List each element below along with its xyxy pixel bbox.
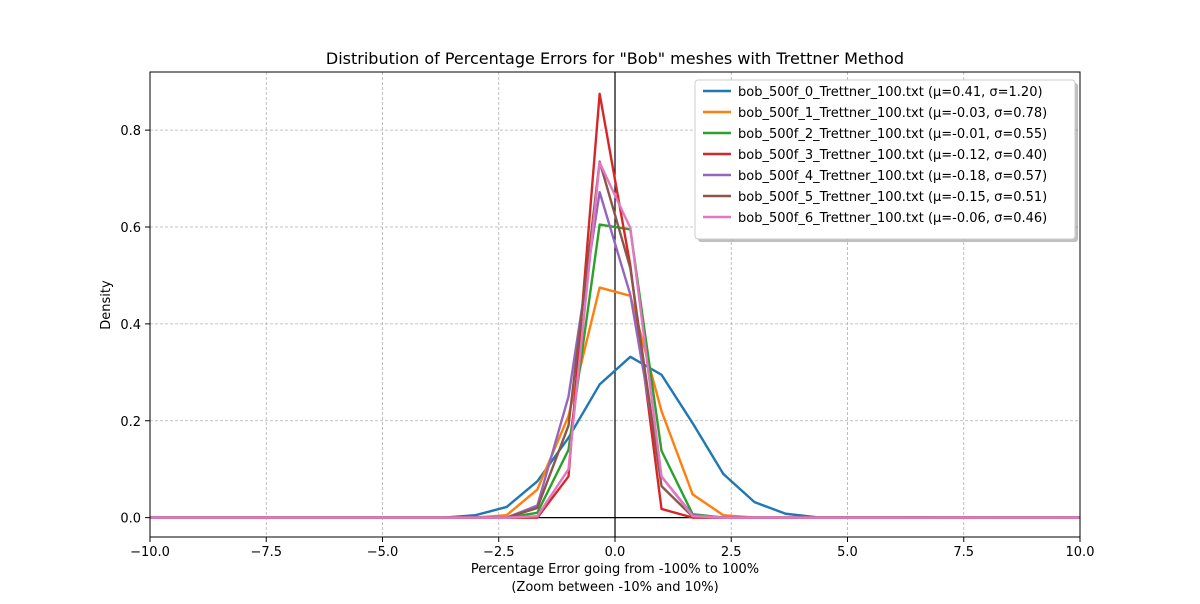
x-tick-label: 10.0 xyxy=(1066,545,1095,560)
x-axis-ticks: −10.0 −7.5 −5.0 −2.5 0.0 2.5 5.0 7.5 10.0 xyxy=(130,537,1094,560)
legend: bob_500f_0_Trettner_100.txt (μ=0.41, σ=1… xyxy=(694,79,1078,242)
y-tick-label: 0.4 xyxy=(120,318,141,333)
x-tick-label: 2.5 xyxy=(721,545,742,560)
x-tick-label: −5.0 xyxy=(367,545,399,560)
x-tick-label: 5.0 xyxy=(837,545,858,560)
legend-label-0: bob_500f_0_Trettner_100.txt (μ=0.41, σ=1… xyxy=(738,85,1043,100)
y-tick-label: 0.8 xyxy=(120,124,141,139)
legend-label-3: bob_500f_3_Trettner_100.txt (μ=-0.12, σ=… xyxy=(738,148,1047,163)
chart-title: Distribution of Percentage Errors for "B… xyxy=(326,49,904,68)
legend-label-6: bob_500f_6_Trettner_100.txt (μ=-0.06, σ=… xyxy=(738,211,1047,226)
series-line-6 xyxy=(150,161,1080,519)
legend-label-4: bob_500f_4_Trettner_100.txt (μ=-0.18, σ=… xyxy=(738,169,1047,184)
x-tick-label: −10.0 xyxy=(130,545,170,560)
legend-box xyxy=(694,79,1076,240)
y-tick-label: 0.0 xyxy=(120,512,141,527)
x-axis-label-line2: (Zoom between -10% and 10%) xyxy=(511,580,718,595)
y-tick-label: 0.2 xyxy=(120,415,141,430)
y-axis-ticks: 0.0 0.2 0.4 0.6 0.8 xyxy=(120,124,150,527)
legend-label-5: bob_500f_5_Trettner_100.txt (μ=-0.15, σ=… xyxy=(738,190,1047,205)
x-tick-label: −7.5 xyxy=(250,545,282,560)
series-lines xyxy=(150,92,1081,519)
series-line-0 xyxy=(150,355,1081,519)
legend-label-1: bob_500f_1_Trettner_100.txt (μ=-0.03, σ=… xyxy=(738,106,1047,121)
y-tick-label: 0.6 xyxy=(120,221,141,236)
x-tick-label: 0.0 xyxy=(605,545,626,560)
y-axis-label: Density xyxy=(99,280,114,330)
x-tick-label: 7.5 xyxy=(953,545,974,560)
x-axis-label-line1: Percentage Error going from -100% to 100… xyxy=(471,562,759,577)
legend-label-2: bob_500f_2_Trettner_100.txt (μ=-0.01, σ=… xyxy=(738,127,1047,142)
x-tick-label: −2.5 xyxy=(483,545,515,560)
